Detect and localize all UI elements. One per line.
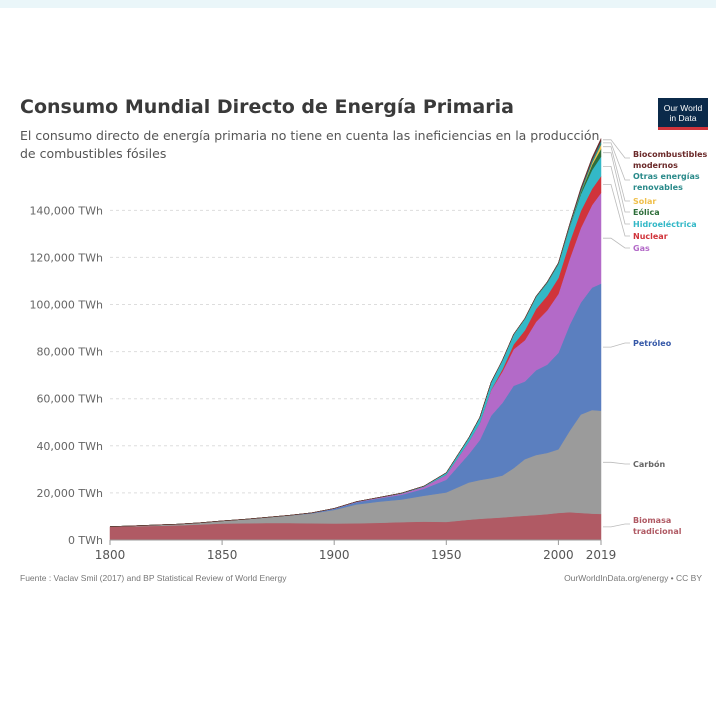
legend-label[interactable]: Eólica: [633, 207, 660, 217]
legend-label[interactable]: Carbón: [633, 459, 665, 469]
area-series: [109, 138, 602, 541]
y-tick-label: 0 TWh: [68, 534, 103, 547]
area-biocombustibles-modernos[interactable]: [109, 138, 602, 527]
legend-connector: [603, 146, 630, 202]
x-tick-label: 1900: [319, 548, 350, 562]
legend-connector: [603, 523, 630, 528]
legend-label[interactable]: Petróleo: [633, 338, 672, 348]
chart-title: Consumo Mundial Directo de Energía Prima…: [20, 96, 514, 118]
axes: 0 TWh 20,000 TWh 40,000 TWh 60,000 TWh 80,00…: [29, 204, 616, 562]
legend: Biocombustibles modernos Otras energías ren…: [603, 139, 708, 536]
legend-label[interactable]: Biocombustibles: [633, 150, 708, 159]
legend-label[interactable]: tradicional: [633, 527, 682, 536]
owid-logo[interactable]: Our World in Data: [658, 98, 708, 130]
y-tick-label: 40,000 TWh: [36, 440, 103, 453]
legend-label[interactable]: renovables: [633, 183, 683, 192]
legend-connector: [603, 166, 630, 225]
x-tick-label: 1850: [207, 548, 238, 562]
legend-label[interactable]: Solar: [633, 197, 656, 206]
legend-label[interactable]: Biomasa: [633, 516, 671, 525]
y-tick-label: 20,000 TWh: [36, 487, 103, 500]
legend-connector: [603, 461, 630, 465]
credit-note: OurWorldInData.org/energy • CC BY: [564, 573, 702, 583]
source-note: Fuente : Vaclav Smil (2017) and BP Stati…: [20, 573, 287, 583]
y-tick-label: 100,000 TWh: [29, 299, 103, 312]
chart-subtitle: El consumo directo de energía primaria n…: [20, 128, 600, 161]
logo-line-1: Our World: [663, 103, 703, 113]
x-tick-label: 1800: [95, 548, 126, 562]
legend-connector: [603, 237, 630, 249]
legend-connector: [603, 152, 630, 213]
legend-connector: [603, 342, 630, 348]
x-tick-label: 2019: [586, 548, 617, 562]
legend-label[interactable]: Nuclear: [633, 232, 668, 241]
legend-connector: [603, 184, 630, 237]
y-tick-label: 140,000 TWh: [29, 204, 103, 217]
x-tick-label: 2000: [543, 548, 574, 562]
y-tick-label: 120,000 TWh: [29, 251, 103, 264]
top-band: [0, 0, 716, 8]
legend-connector: [603, 139, 630, 159]
legend-label[interactable]: Gas: [633, 244, 650, 253]
logo-line-2: in Data: [669, 113, 697, 123]
y-tick-label: 80,000 TWh: [36, 346, 103, 359]
y-tick-label: 60,000 TWh: [36, 393, 103, 406]
legend-label[interactable]: Otras energías: [633, 172, 700, 181]
legend-label[interactable]: modernos: [633, 161, 678, 170]
legend-label[interactable]: Hidroeléctrica: [633, 219, 697, 229]
legend-connector: [603, 142, 630, 181]
x-tick-label: 1950: [431, 548, 462, 562]
